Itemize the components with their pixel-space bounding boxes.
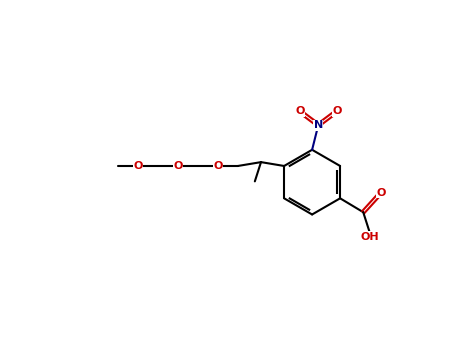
Text: O: O — [295, 106, 304, 116]
Text: O: O — [213, 161, 222, 171]
Text: O: O — [332, 106, 341, 116]
Text: O: O — [173, 161, 182, 171]
Text: O: O — [376, 188, 386, 198]
Text: O: O — [133, 161, 142, 171]
Text: OH: OH — [360, 232, 379, 242]
Text: N: N — [313, 120, 323, 130]
